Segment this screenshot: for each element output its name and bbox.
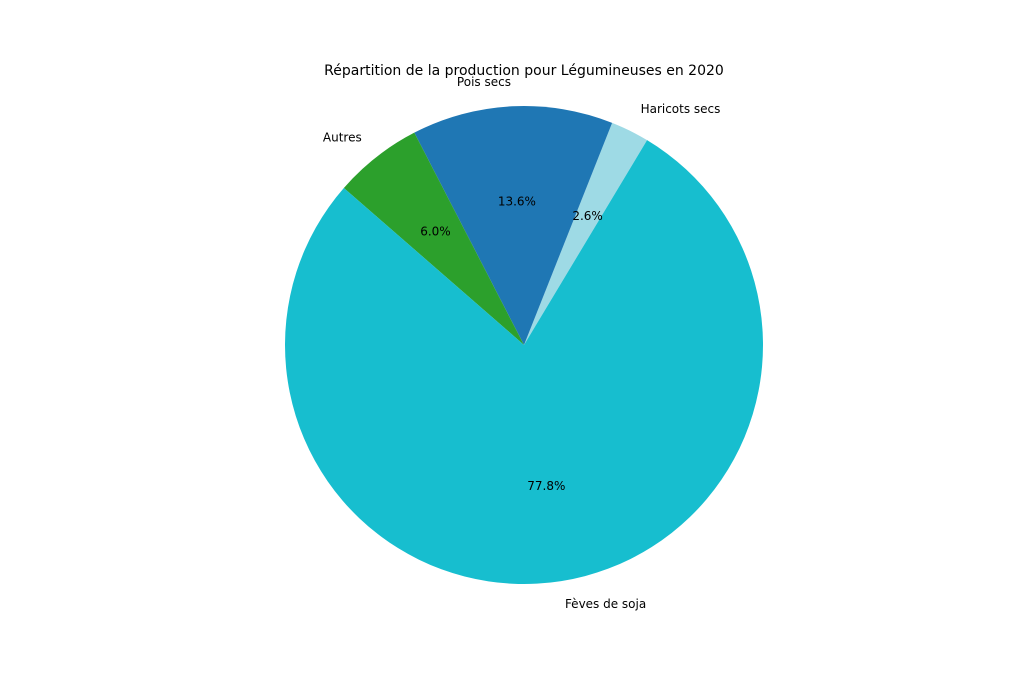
slice-percent-autres: 6.0% [420,225,451,239]
pie-slice-autres [343,132,524,345]
pie-slice-pois-secs [414,106,613,345]
slice-percent-pois-secs: 13.6% [498,194,536,208]
slice-label-autres: Autres [323,131,362,145]
chart-title: Répartition de la production pour Légumi… [324,63,724,79]
pie-slice-feves-de-soja [285,140,763,584]
slice-percent-feves-de-soja: 77.8% [527,479,565,493]
slice-label-feves-de-soja: Fèves de soja [565,597,646,611]
slice-label-pois-secs: Pois secs [457,75,511,89]
pie-labels: Haricots secs 2.6% Pois secs 13.6% Autres 6.0… [323,75,721,611]
pie-slice-haricots-secs [524,122,648,345]
pie-slices [285,106,763,584]
slice-label-haricots-secs: Haricots secs [641,102,721,116]
slice-percent-haricots-secs: 2.6% [572,209,603,223]
